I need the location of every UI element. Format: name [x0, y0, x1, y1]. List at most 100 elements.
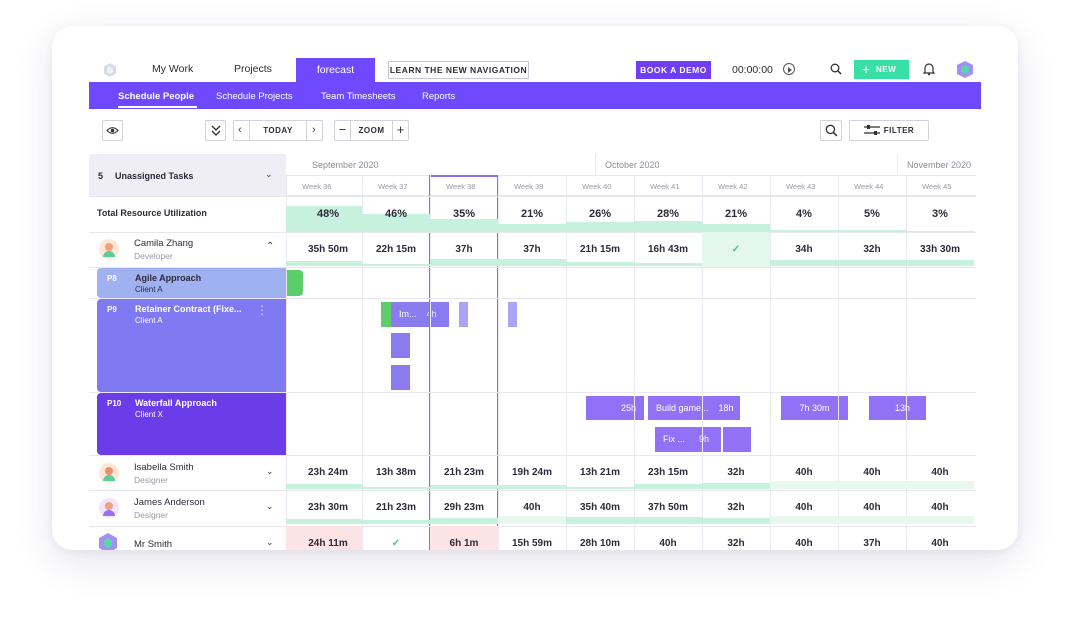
availability-bar: [838, 260, 906, 266]
person-name[interactable]: Mr Smith: [134, 539, 172, 550]
tab-team-timesheets[interactable]: Team Timesheets: [321, 91, 396, 102]
avatar: [99, 498, 119, 518]
visibility-button[interactable]: [102, 120, 123, 141]
search-button[interactable]: [820, 120, 842, 141]
task-hours: 18h: [718, 403, 734, 413]
task-bar[interactable]: [391, 333, 410, 358]
timer-display: 00:00:00: [732, 64, 773, 76]
book-demo-button[interactable]: BOOK A DEMO: [636, 61, 711, 79]
person-role: Designer: [134, 510, 169, 520]
filter-button[interactable]: FILTER: [849, 120, 929, 141]
availability-bar: [702, 518, 770, 524]
nav-projects[interactable]: Projects: [234, 63, 272, 75]
nav-my-work[interactable]: My Work: [152, 63, 194, 75]
project-p8[interactable]: P8 Agile Approach Client A: [97, 268, 286, 298]
column-divider: [498, 175, 499, 550]
column-divider: [906, 175, 907, 550]
chevron-down-icon[interactable]: ⌄: [266, 501, 274, 511]
chevron-down-icon[interactable]: ⌄: [265, 169, 273, 179]
app-logo-icon[interactable]: [102, 62, 118, 78]
project-p9[interactable]: P9 Retainer Contract (Fixe... Client A ⋮: [97, 299, 286, 392]
column-divider: [566, 175, 567, 550]
column-divider: [286, 175, 287, 550]
row-divider: [89, 267, 976, 268]
task-bar[interactable]: 25h: [586, 396, 644, 420]
hours-value: 6h 1m: [449, 538, 479, 549]
availability-bar: [566, 487, 634, 489]
availability-bar: [286, 484, 362, 489]
user-avatar-icon[interactable]: [956, 60, 974, 79]
hours-value: 23h 24m: [307, 467, 349, 478]
task-bar[interactable]: [723, 427, 751, 452]
availability-bar: [634, 517, 702, 524]
week-label: Week 39: [514, 182, 544, 191]
project-code: P8: [107, 274, 117, 283]
unassigned-tasks-row[interactable]: 5 Unassigned Tasks ⌄: [89, 154, 286, 196]
task-label: Fix ...: [663, 434, 685, 444]
chevron-up-icon[interactable]: ⌃: [266, 241, 275, 252]
today-button[interactable]: TODAY: [263, 126, 293, 135]
zoom-in-button[interactable]: +: [392, 121, 408, 140]
availability-bar: [362, 487, 430, 489]
project-p10[interactable]: P10 Waterfall Approach Client X: [97, 393, 286, 455]
utilization-bar: [702, 224, 770, 232]
task-bar[interactable]: [286, 270, 303, 296]
task-bar[interactable]: Im... 4h: [391, 302, 449, 327]
task-bar[interactable]: [508, 302, 517, 327]
nav-forecast[interactable]: forecast: [296, 58, 375, 82]
tab-schedule-people[interactable]: Schedule People: [118, 91, 195, 102]
more-options-icon[interactable]: ⋮: [256, 303, 268, 317]
row-divider: [89, 298, 976, 299]
zoom-out-button[interactable]: −: [335, 121, 351, 140]
week-label: Week 38: [446, 182, 476, 191]
hours-value: 24h 11m: [308, 538, 348, 549]
hours-value: 13h 38m: [375, 467, 417, 478]
availability-bar: [566, 517, 634, 524]
task-hours: 7h 30m: [799, 403, 830, 413]
tab-schedule-projects[interactable]: Schedule Projects: [216, 91, 293, 102]
hours-value: 40h: [931, 502, 949, 513]
task-label: Im...: [399, 309, 417, 319]
search-icon[interactable]: [830, 63, 842, 75]
task-bar[interactable]: 13h: [869, 396, 926, 420]
task-bar[interactable]: Build game... 18h: [648, 396, 740, 420]
availability-bar: [770, 481, 838, 489]
chevron-down-icon[interactable]: ⌄: [266, 466, 274, 476]
next-button[interactable]: ›: [306, 121, 322, 140]
person-name[interactable]: Camila Zhang: [134, 238, 194, 249]
chevron-down-icon[interactable]: ⌄: [266, 537, 274, 547]
task-bar[interactable]: [391, 365, 410, 390]
utilization-value: 48%: [316, 208, 340, 220]
play-icon[interactable]: [783, 63, 795, 75]
hours-value: 37h: [863, 538, 881, 549]
new-button[interactable]: + NEW: [854, 60, 909, 79]
hours-value: 40h: [795, 538, 813, 549]
availability-bar: [770, 260, 838, 266]
tab-reports[interactable]: Reports: [422, 91, 456, 102]
collapse-all-button[interactable]: [205, 120, 226, 141]
bell-icon[interactable]: [922, 62, 936, 76]
chevron-left-icon: ‹: [238, 124, 242, 136]
person-name[interactable]: Isabella Smith: [134, 462, 194, 473]
learn-navigation-button[interactable]: LEARN THE NEW NAVIGATION: [388, 61, 529, 79]
project-name: Retainer Contract (Fixe...: [135, 304, 242, 314]
utilization-bar: [430, 219, 498, 232]
task-bar[interactable]: 7h 30m: [781, 396, 848, 420]
project-client: Client X: [135, 410, 164, 419]
task-bar[interactable]: [459, 302, 468, 327]
check-icon: ✓: [731, 244, 741, 255]
utilization-label: Total Resource Utilization: [97, 208, 207, 218]
utilization-bar: [362, 214, 430, 232]
row-divider: [89, 455, 976, 456]
previous-button[interactable]: ‹: [234, 121, 250, 140]
hours-value: 35h 40m: [579, 502, 621, 513]
hours-value: 13h 21m: [579, 467, 621, 478]
task-bar[interactable]: Fix ... 9h: [655, 427, 721, 452]
person-name[interactable]: James Anderson: [134, 497, 205, 508]
utilization-value: 4%: [796, 208, 812, 220]
project-client: Client A: [135, 285, 163, 294]
hours-value: 37h: [523, 244, 541, 255]
utilization-value: 3%: [932, 208, 948, 220]
task-bar[interactable]: [381, 302, 391, 327]
zoom-label: ZOOM: [358, 126, 385, 135]
